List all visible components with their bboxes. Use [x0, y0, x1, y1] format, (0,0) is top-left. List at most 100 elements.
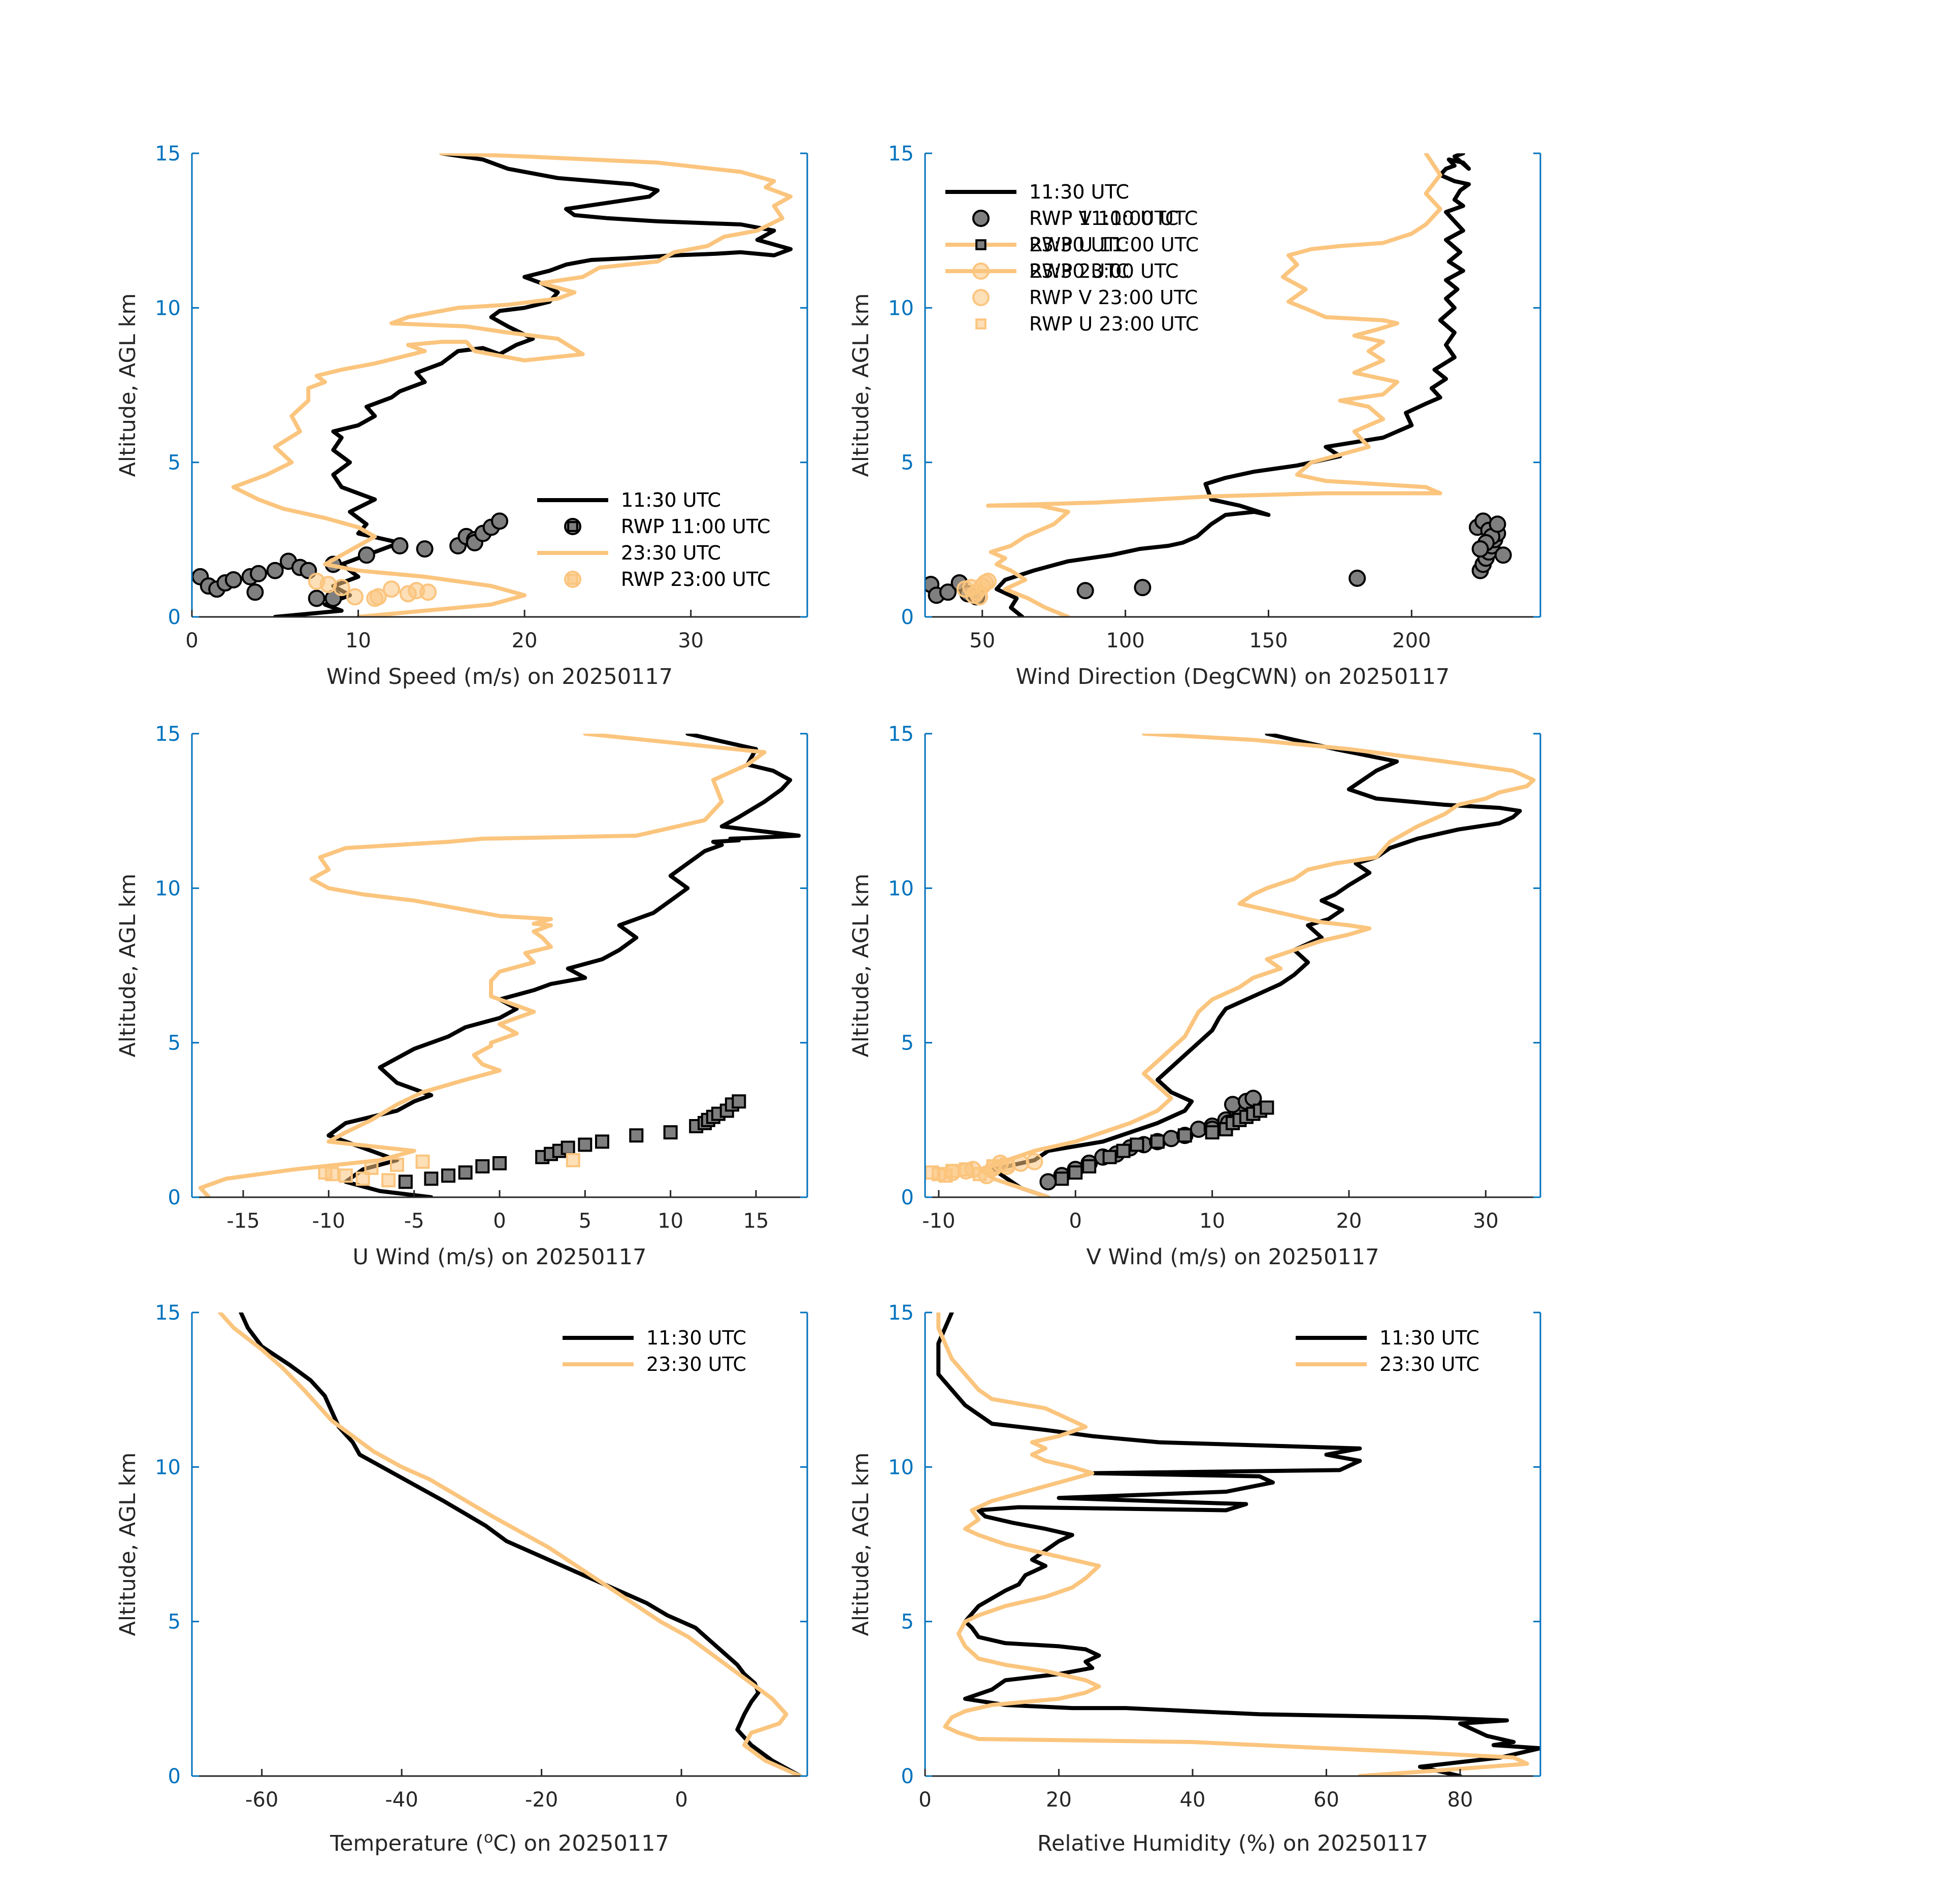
- x-tick-label: 150: [1249, 629, 1288, 652]
- x-tick-label: 10: [1199, 1209, 1225, 1233]
- legend-marker-swatch: [972, 210, 990, 227]
- x-tick-label: 0: [493, 1209, 506, 1233]
- x-tick-label: -40: [385, 1788, 418, 1812]
- x-axis-label: Relative Humidity (%) on 20250117: [1037, 1831, 1428, 1856]
- y-axis-label: Altitude, AGL km: [848, 874, 874, 1058]
- legend-entry-label: 23:30 UTC: [621, 542, 721, 564]
- data-point: [732, 1094, 746, 1109]
- legend-entry-label: RWP 23:00 UTC: [621, 568, 770, 590]
- legend-marker-swatch: [567, 521, 578, 532]
- legend-entry-label: RWP 23:00 UTC: [1029, 260, 1178, 282]
- data-point: [398, 1174, 413, 1189]
- data-point: [1260, 1100, 1274, 1115]
- data-point: [369, 588, 387, 606]
- data-point: [1177, 1128, 1192, 1143]
- y-tick-label: 15: [155, 142, 181, 166]
- data-point: [1082, 1159, 1097, 1174]
- y-tick-label: 10: [155, 1456, 181, 1479]
- x-axis-label: Wind Direction (DegCWN) on 20250117: [1016, 664, 1450, 690]
- y-tick-label: 5: [901, 1032, 914, 1055]
- series-line: [936, 1312, 1540, 1776]
- data-point: [415, 1155, 430, 1169]
- data-point: [1000, 1158, 1014, 1172]
- y-axis-label: Altitude, AGL km: [115, 1453, 141, 1636]
- x-tick-label: 100: [1106, 629, 1144, 652]
- data-point: [339, 1168, 353, 1183]
- legend: 11:30 UTC 23:30 UTC: [563, 1327, 746, 1375]
- x-axis-label-part: C) on 20250117: [493, 1831, 669, 1856]
- y-tick-label: 0: [168, 606, 181, 629]
- data-point: [1205, 1125, 1220, 1140]
- legend-entry-label: 23:30 UTC: [621, 542, 721, 564]
- series-line: [326, 734, 801, 1197]
- legend-entry-label: RWP 23:00 UTC: [621, 568, 770, 590]
- data-point: [1068, 1165, 1083, 1180]
- legend-entry-label: 11:30 UTC: [1379, 1327, 1479, 1349]
- x-tick-label: -60: [245, 1788, 278, 1812]
- data-point: [1489, 515, 1506, 533]
- legend-entry-label: RWP 11:00 UTC: [621, 515, 770, 538]
- series-group: [198, 734, 801, 1197]
- y-tick-label: 15: [888, 1301, 914, 1325]
- x-tick-label: 20: [1046, 1788, 1072, 1812]
- legend-entry-label: 11:30 UTC: [1029, 181, 1129, 203]
- series-group: [936, 1312, 1540, 1776]
- legend-marker-swatch: [975, 318, 986, 330]
- legend-marker-swatch: [567, 574, 578, 585]
- x-tick-label: -15: [226, 1209, 259, 1233]
- y-axis-label: Altitude, AGL km: [115, 293, 141, 477]
- x-tick-label: 0: [1069, 1209, 1082, 1233]
- y-tick-label: 5: [168, 451, 181, 475]
- legend-entry-label: RWP 11:00 UTC: [621, 515, 770, 538]
- data-point: [566, 1153, 580, 1167]
- y-tick-label: 5: [168, 1032, 181, 1055]
- x-tick-label: 0: [918, 1788, 931, 1812]
- data-point: [491, 512, 508, 530]
- data-point: [224, 571, 242, 588]
- y-tick-label: 0: [901, 1765, 914, 1788]
- x-axis-label: Temperature (oC) on 20250117: [330, 1829, 669, 1856]
- y-tick-label: 10: [888, 297, 914, 320]
- data-point: [492, 1156, 507, 1171]
- data-point: [561, 1140, 575, 1155]
- data-point: [333, 579, 350, 597]
- panel-u-wind: 0 5 10 15 -15 -10 -5 0 5 10 15 Altitude, AGL km U Wi…: [115, 489, 808, 1270]
- data-point: [250, 565, 268, 582]
- data-point: [391, 537, 409, 555]
- data-point: [390, 1158, 404, 1172]
- data-point: [1224, 1096, 1241, 1113]
- legend-entry-label: RWP U 23:00 UTC: [1029, 313, 1199, 335]
- legend-entry-label: 11:30 UTC: [1029, 181, 1129, 203]
- data-point: [578, 1137, 593, 1152]
- panel-wind-direction: 0 5 10 15 50 100 150 200 Altitude, AGL km Wind Di…: [848, 142, 1541, 690]
- series-line: [936, 1312, 1529, 1776]
- legend-entry-label: 11:30 UTC: [621, 489, 721, 511]
- data-point: [475, 1159, 490, 1174]
- data-point: [1162, 1130, 1180, 1147]
- y-tick-label: 10: [155, 297, 181, 320]
- y-tick-label: 5: [901, 1611, 914, 1634]
- data-point: [959, 1162, 973, 1177]
- data-point: [416, 540, 434, 558]
- series-group: [192, 153, 793, 617]
- x-tick-label: 10: [345, 629, 371, 652]
- data-point: [1130, 1137, 1144, 1152]
- data-point: [1494, 546, 1512, 564]
- data-point: [595, 1134, 609, 1149]
- legend-entry-label: 23:30 UTC: [1379, 1353, 1479, 1375]
- legend-entry-label: 11:30 UTC: [646, 1327, 746, 1349]
- x-axis-label: Wind Speed (m/s) on 20250117: [326, 664, 673, 690]
- data-point: [357, 546, 375, 564]
- x-tick-label: 50: [969, 629, 995, 652]
- series-line: [239, 1312, 803, 1776]
- data-point: [1102, 1150, 1117, 1164]
- series-line: [986, 153, 1442, 617]
- data-point: [1348, 569, 1366, 587]
- data-point: [381, 1173, 396, 1188]
- data-point: [629, 1128, 644, 1143]
- y-tick-label: 15: [888, 723, 914, 746]
- legend-entry-label: 11:30 UTC: [621, 489, 721, 511]
- x-axis-label-part: Temperature (: [330, 1831, 484, 1856]
